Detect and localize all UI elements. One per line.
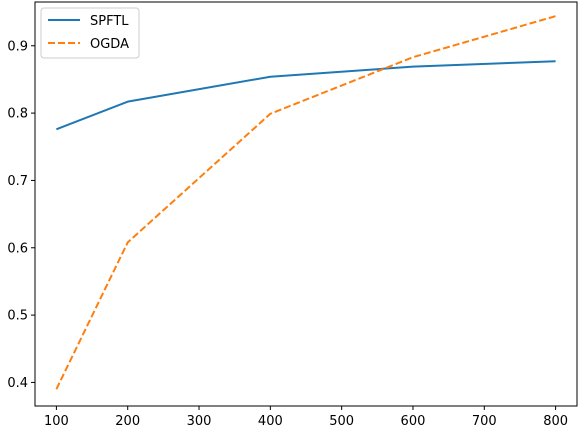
y-tick-label: 0.8 [7,107,28,122]
y-tick-label: 0.4 [7,376,28,391]
series-line-spftl [56,60,556,131]
legend-label-spftl: SPFTL [90,14,129,29]
plot-frame [34,1,578,407]
x-tick-label: 400 [258,414,283,429]
series-layer [55,15,556,390]
x-axis: 100 200 300 400 500 600 700 800 [44,406,568,429]
x-tick-label: 600 [401,414,426,429]
x-tick-label: 800 [543,414,568,429]
legend-label-ogda: OGDA [90,37,129,52]
y-tick-label: 0.7 [7,174,28,189]
y-axis: 0.4 0.5 0.6 0.7 0.8 0.9 [7,39,35,391]
x-tick-label: 300 [187,414,212,429]
legend: SPFTL OGDA [40,7,140,59]
y-tick-label: 0.5 [7,309,28,324]
x-tick-label: 500 [329,414,354,429]
y-tick-label: 0.6 [7,241,28,256]
x-tick-label: 200 [115,414,140,429]
x-tick-label: 700 [472,414,497,429]
x-tick-label: 100 [44,414,69,429]
series-line-ogda [55,15,556,390]
y-tick-label: 0.9 [7,39,28,54]
